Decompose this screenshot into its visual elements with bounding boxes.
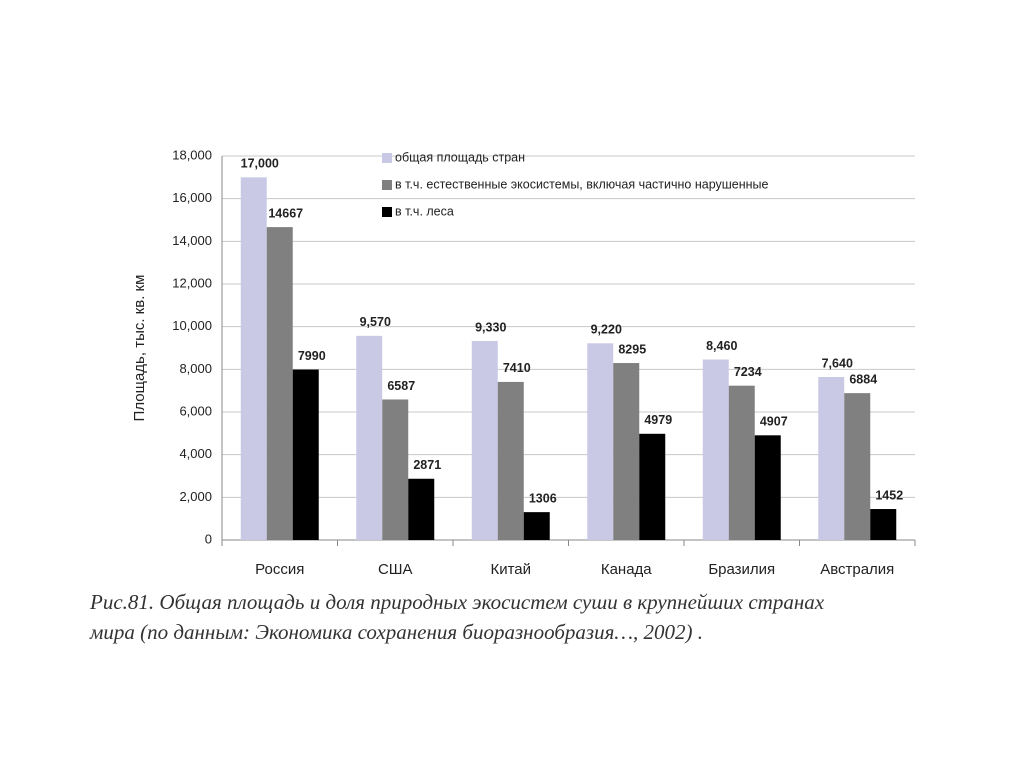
bar — [702, 359, 729, 540]
bar — [728, 385, 755, 540]
x-tick-label: Китай — [490, 561, 531, 578]
legend-label: общая площадь стран — [395, 150, 525, 164]
bar — [408, 478, 435, 540]
value-label: 4979 — [644, 413, 672, 427]
y-tick-label: 14,000 — [172, 233, 212, 248]
value-label: 17,000 — [241, 157, 279, 171]
bar — [613, 363, 640, 540]
value-label: 1306 — [529, 491, 557, 505]
bar — [240, 177, 267, 541]
y-tick-label: 18,000 — [172, 147, 212, 162]
legend-swatch — [382, 153, 392, 163]
value-label: 2871 — [413, 458, 441, 472]
bar — [382, 399, 409, 540]
y-tick-label: 8,000 — [179, 361, 212, 376]
x-tick-label: Австралия — [820, 561, 894, 578]
bar — [356, 335, 383, 540]
value-label: 4907 — [760, 415, 788, 429]
x-tick-label: Бразилия — [708, 561, 775, 578]
bar — [639, 433, 666, 540]
caption: Рис.81. Общая площадь и доля природных э… — [89, 590, 825, 614]
value-label: 9,220 — [591, 323, 622, 337]
y-tick-label: 12,000 — [172, 275, 212, 290]
bar — [587, 343, 614, 540]
bar — [266, 227, 293, 540]
value-label: 9,570 — [360, 315, 391, 329]
value-label: 14667 — [268, 206, 303, 220]
y-tick-label: 0 — [205, 531, 212, 546]
x-tick-label: США — [378, 561, 413, 578]
value-label: 7990 — [298, 349, 326, 363]
bar — [497, 381, 524, 540]
value-label: 9,330 — [475, 320, 506, 334]
value-label: 7,640 — [822, 356, 853, 370]
value-label: 7234 — [734, 365, 762, 379]
bar — [818, 377, 845, 540]
bar — [844, 393, 871, 540]
bar — [523, 512, 550, 540]
value-label: 6587 — [387, 379, 415, 393]
x-tick-label: Канада — [601, 561, 652, 578]
bar — [471, 340, 498, 540]
value-label: 7410 — [503, 361, 531, 375]
legend-swatch — [382, 207, 392, 217]
bar — [292, 369, 319, 540]
legend-label: в т.ч. леса — [395, 204, 454, 218]
y-tick-label: 16,000 — [172, 190, 212, 205]
bar — [870, 509, 897, 540]
y-tick-label: 4,000 — [179, 446, 212, 461]
y-tick-label: 10,000 — [172, 318, 212, 333]
value-label: 1452 — [875, 488, 903, 502]
y-axis-label: Площадь, тыс. кв. км — [131, 275, 148, 422]
y-tick-label: 6,000 — [179, 403, 212, 418]
legend-label: в т.ч. естественные экосистемы, включая … — [395, 177, 769, 191]
caption: мира (по данным: Экономика сохранения би… — [89, 620, 703, 644]
value-label: 8295 — [618, 342, 646, 356]
value-label: 6884 — [849, 372, 877, 386]
bar — [754, 435, 781, 540]
y-tick-label: 2,000 — [179, 489, 212, 504]
x-tick-label: Россия — [255, 561, 304, 578]
value-label: 8,460 — [706, 339, 737, 353]
legend-swatch — [382, 180, 392, 190]
